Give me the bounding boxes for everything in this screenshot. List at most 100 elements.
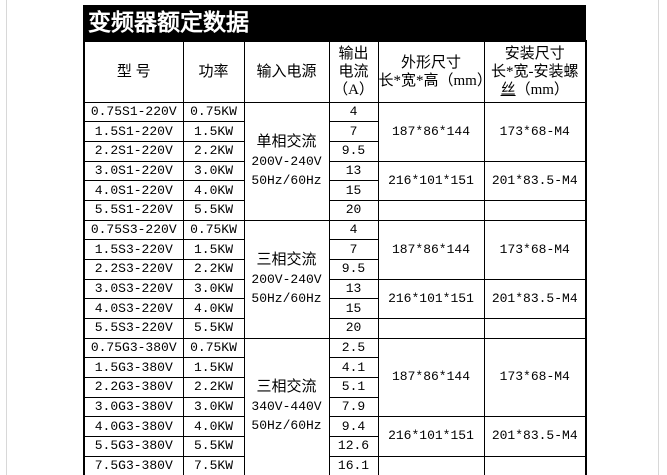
output-current-cell: 2.5 <box>328 337 379 359</box>
page-title: 变频器额定数据 <box>83 5 586 40</box>
power-cell: 7.5KW <box>182 455 245 475</box>
outline-dimension-cell: 187*86*144 <box>377 337 485 418</box>
output-current-cell: 15 <box>328 180 379 201</box>
table-row: 5.5S1-220V 5.5KW 20 <box>83 199 587 221</box>
model-cell: 5.5G3-380V <box>83 435 184 457</box>
model-cell: 5.5S1-220V <box>83 199 184 221</box>
model-cell: 7.5G3-380V <box>83 455 184 475</box>
outline-dimension-cell: 216*101*151 <box>377 278 485 319</box>
table-row: 4.0G3-380V 4.0KW 9.4 216*101*151 201*83.5-M4 <box>83 416 587 457</box>
output-current-cell: 20 <box>328 199 379 221</box>
model-cell: 0.75S3-220V <box>83 219 184 241</box>
input-power-line: 200V-240V <box>251 153 322 169</box>
outline-dimension-cell: 216*101*151 <box>377 160 485 201</box>
model-cell: 1.5G3-380V <box>83 357 184 378</box>
header-line: 输出 <box>338 45 369 62</box>
power-cell: 0.75KW <box>182 337 245 359</box>
table-row: 5.5S3-220V 5.5KW 20 <box>83 317 587 339</box>
power-cell: 2.2KW <box>182 376 245 398</box>
page-edge-right <box>658 0 659 475</box>
power-cell: 1.5KW <box>182 121 245 142</box>
spec-sheet: 变频器额定数据 型 号 功率 输入电源 输出 电流 （A） 外形尺寸 <box>83 5 587 475</box>
output-current-cell: 20 <box>328 317 379 339</box>
table-row: 1.5S3-220V 1.5KW 7 <box>83 239 586 260</box>
header-outline-dimensions: 外形尺寸 长*宽*高（mm） <box>377 40 485 103</box>
output-current-cell: 15 <box>328 298 379 319</box>
power-cell: 0.75KW <box>182 219 245 241</box>
power-cell: 4.0KW <box>182 180 245 201</box>
mounting-dimension-cell: 173*68-M4 <box>483 219 587 280</box>
power-cell: 2.2KW <box>182 140 245 162</box>
power-cell: 5.5KW <box>182 435 245 457</box>
outline-dimension-cell <box>377 317 485 339</box>
table-row: 2.2G3-380V 2.2KW 5.1 <box>83 376 586 398</box>
mounting-dimension-cell: 201*83.5-M4 <box>483 278 587 319</box>
table-body: 0.75S1-220V 0.75KW 单相交流 200V-240V 50Hz/60Hz 4… <box>83 101 587 475</box>
output-current-cell: 13 <box>328 278 379 300</box>
header-line: 长*宽*高（mm） <box>378 72 484 89</box>
output-current-cell: 4 <box>328 219 379 241</box>
input-power-cell: 三相交流 200V-240V 50Hz/60Hz <box>243 219 330 339</box>
input-power-line: 50Hz/60Hz <box>251 290 322 306</box>
input-power-cell: 单相交流 200V-240V 50Hz/60Hz <box>243 101 330 221</box>
output-current-cell: 7.9 <box>328 396 379 418</box>
model-cell: 0.75G3-380V <box>83 337 184 359</box>
model-cell: 4.0S1-220V <box>83 180 184 201</box>
output-current-cell: 4.1 <box>328 357 379 378</box>
power-cell: 5.5KW <box>182 317 245 339</box>
table-row: 0.75S3-220V 0.75KW 三相交流 200V-240V 50Hz/60Hz 4… <box>83 219 587 339</box>
output-current-cell: 13 <box>328 160 379 182</box>
model-cell: 3.0S3-220V <box>83 278 184 300</box>
outline-dimension-cell <box>377 455 485 475</box>
mounting-dimension-cell: 201*83.5-M4 <box>483 160 587 201</box>
power-cell: 2.2KW <box>182 258 245 280</box>
output-current-cell: 9.4 <box>328 416 379 437</box>
mounting-dimension-cell <box>483 455 587 475</box>
output-current-cell: 4 <box>328 101 379 123</box>
table-row: 1.5G3-380V 1.5KW 4.1 <box>83 357 586 378</box>
header-line-rest: （mm） <box>515 81 569 98</box>
header-line: 电流 <box>338 63 369 80</box>
power-cell: 3.0KW <box>182 160 245 182</box>
header-underlined-char: 丝 <box>500 81 516 98</box>
input-power-cell: 三相交流 340V-440V 50Hz/60Hz <box>243 337 330 475</box>
mounting-dimension-cell <box>483 199 587 221</box>
spec-table: 型 号 功率 输入电源 输出 电流 （A） 外形尺寸 长*宽*高（mm） 安装尺… <box>83 40 587 475</box>
model-cell: 2.2S3-220V <box>83 258 184 280</box>
output-current-cell: 16.1 <box>328 455 379 475</box>
output-current-cell: 7 <box>328 121 379 142</box>
output-current-cell: 9.5 <box>328 258 379 280</box>
header-line: 长*宽-安装螺 <box>491 63 579 80</box>
input-power-line: 三相交流 <box>256 251 317 268</box>
table-row: 0.75G3-380V 0.75KW 三相交流 340V-440V 50Hz/60Hz 2… <box>83 337 587 475</box>
header-output-current: 输出 电流 （A） <box>328 40 379 103</box>
header-line: 外形尺寸 <box>400 54 461 71</box>
header-line: 丝（mm） <box>485 81 585 99</box>
input-power-line: 200V-240V <box>251 271 322 287</box>
model-cell: 4.0G3-380V <box>83 416 184 437</box>
header-line: 安装尺寸 <box>504 45 565 62</box>
input-power-line: 340V-440V <box>251 399 322 415</box>
table-row: 3.0S3-220V 3.0KW 13 216*101*151 201*83.5-M4 <box>83 278 587 319</box>
output-current-cell: 5.1 <box>328 376 379 398</box>
table-row: 3.0S1-220V 3.0KW 13 216*101*151 201*83.5-M4 <box>83 160 587 201</box>
input-power-line: 50Hz/60Hz <box>251 172 322 188</box>
table-row: 5.5G3-380V 5.5KW 12.6 <box>83 435 586 457</box>
mounting-dimension-cell <box>483 317 587 339</box>
input-power-line: 50Hz/60Hz <box>251 418 322 434</box>
input-power-line: 三相交流 <box>256 379 317 396</box>
table-header-row: 型 号 功率 输入电源 输出 电流 （A） 外形尺寸 长*宽*高（mm） 安装尺… <box>83 40 587 103</box>
model-cell: 4.0S3-220V <box>83 298 184 319</box>
model-cell: 2.2G3-380V <box>83 376 184 398</box>
power-cell: 4.0KW <box>182 298 245 319</box>
model-cell: 1.5S3-220V <box>83 239 184 260</box>
power-cell: 1.5KW <box>182 357 245 378</box>
model-cell: 1.5S1-220V <box>83 121 184 142</box>
model-cell: 0.75S1-220V <box>83 101 184 123</box>
power-cell: 4.0KW <box>182 416 245 437</box>
power-cell: 0.75KW <box>182 101 245 123</box>
outline-dimension-cell <box>377 199 485 221</box>
power-cell: 3.0KW <box>182 396 245 418</box>
header-mounting-dimensions: 安装尺寸 长*宽-安装螺 丝（mm） <box>483 40 587 103</box>
header-model: 型 号 <box>83 40 184 103</box>
